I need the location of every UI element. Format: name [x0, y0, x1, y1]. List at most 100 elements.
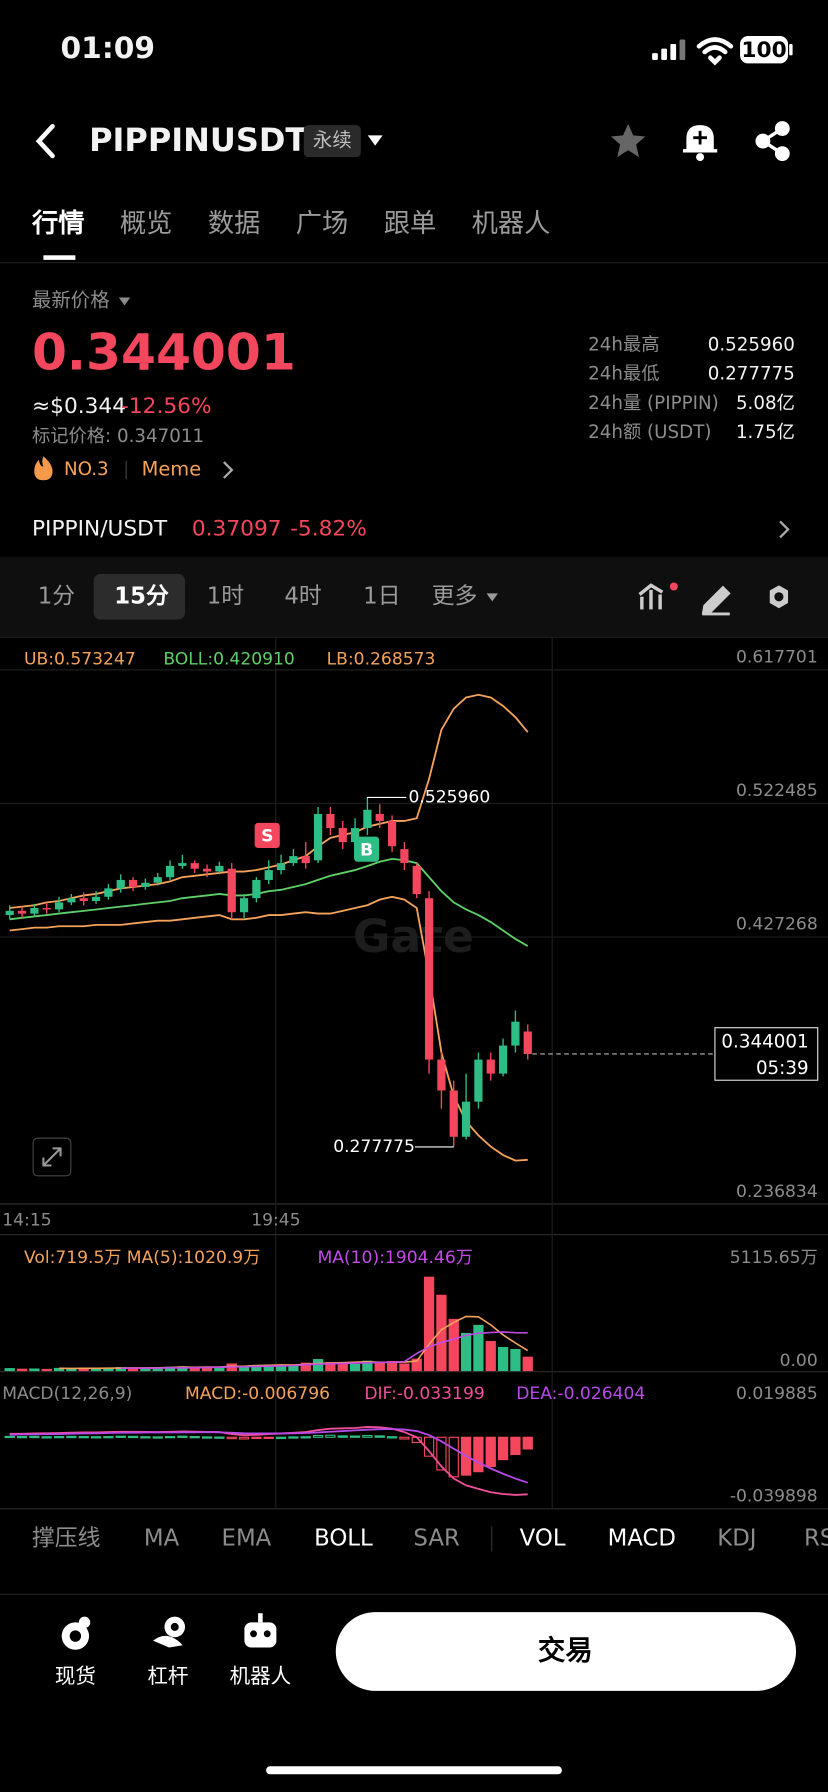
volume-bar	[374, 1361, 385, 1372]
candle-body	[178, 863, 187, 866]
candle-body	[350, 828, 360, 843]
mark-price: 标记价格: 0.347011	[32, 426, 204, 447]
stat-value: 5.08亿	[736, 393, 795, 414]
volume-bar	[4, 1368, 15, 1372]
favorite-button[interactable]	[611, 123, 646, 158]
last-price: 0.344001	[32, 322, 296, 381]
battery-icon	[740, 36, 789, 64]
y-tick-label: 0.617701	[736, 647, 818, 667]
nav-label[interactable]: 杠杆	[147, 1664, 188, 1688]
battery-level: 100	[741, 38, 786, 63]
macd-bar	[127, 1435, 139, 1439]
stat-label: 24h最低	[588, 364, 659, 385]
chart-settings-icon[interactable]	[769, 585, 789, 609]
volume-bar	[300, 1362, 311, 1372]
alert-button[interactable]	[682, 125, 718, 162]
volume-bar	[115, 1367, 126, 1372]
candle-body	[511, 1021, 520, 1046]
indicator-settings-icon[interactable]	[638, 583, 664, 610]
back-button[interactable]	[35, 123, 55, 159]
margin-icon[interactable]	[153, 1616, 186, 1648]
stat-label: 24h量 (PIPPIN)	[588, 393, 719, 414]
interval[interactable]: 1分	[38, 583, 75, 609]
macd-bar	[522, 1436, 533, 1450]
candle-body	[276, 863, 286, 871]
interval-selected-bg	[93, 573, 186, 620]
indicator-tab[interactable]: RSI	[804, 1525, 828, 1551]
share-button[interactable]	[755, 121, 790, 162]
hot-icon	[34, 456, 53, 481]
candle-body	[424, 898, 434, 1060]
macd-bar	[473, 1436, 484, 1473]
candle-body	[104, 888, 113, 897]
candle-body	[326, 813, 335, 829]
candle-body	[67, 898, 76, 903]
volume-bar	[251, 1365, 262, 1372]
more-dropdown[interactable]	[486, 593, 498, 602]
volume-bar	[16, 1368, 28, 1372]
trade-button[interactable]: 交易	[538, 1635, 593, 1667]
indicator-tab[interactable]: KDJ	[717, 1525, 756, 1551]
trade-button-bg[interactable]	[335, 1612, 797, 1691]
fullscreen-button[interactable]	[32, 1137, 72, 1177]
legend-entry: MACD(12,26,9)	[2, 1384, 132, 1404]
indicator-tab[interactable]: BOLL	[314, 1525, 373, 1551]
candle-body	[5, 910, 14, 916]
draw-tool-icon[interactable]	[701, 585, 731, 616]
indicator-tab[interactable]: EMA	[222, 1525, 272, 1551]
macd-bar	[436, 1436, 447, 1471]
volume-bar	[436, 1294, 447, 1372]
indicator-tab[interactable]: SAR	[413, 1525, 460, 1551]
tab[interactable]: 机器人	[472, 209, 551, 239]
sector-tag[interactable]: Meme	[142, 458, 202, 481]
tab[interactable]: 行情	[31, 208, 85, 239]
interval[interactable]: 1日	[363, 583, 400, 609]
macd-bar	[90, 1436, 102, 1439]
macd-bar	[140, 1436, 151, 1439]
candle-body	[252, 879, 261, 899]
interval[interactable]: 15分	[114, 583, 169, 609]
interval[interactable]: 1时	[207, 583, 244, 609]
volume-bar	[41, 1368, 52, 1372]
price-dropdown[interactable]	[118, 297, 131, 306]
chart-border	[0, 1371, 828, 1373]
y-tick-label: 5115.65万	[730, 1248, 818, 1268]
macd-bar	[164, 1436, 176, 1439]
tab[interactable]: 概览	[120, 209, 172, 239]
indicator-tab[interactable]: MACD	[608, 1525, 676, 1551]
volume-bar	[473, 1324, 484, 1372]
legend-entry: LB:0.268573	[327, 650, 436, 670]
interval[interactable]: 更多	[432, 583, 478, 609]
last-price-label: 0.344001	[721, 1032, 808, 1053]
high-pointer	[366, 796, 407, 799]
tab[interactable]: 广场	[296, 209, 349, 239]
indicator-tab[interactable]: VOL	[520, 1525, 566, 1551]
symbol-dropdown[interactable]	[367, 135, 383, 146]
pair-change: -5.82%	[290, 516, 367, 541]
macd-bar	[4, 1435, 15, 1439]
macd-bar	[374, 1435, 385, 1438]
stat-label: 24h额 (USDT)	[588, 422, 711, 443]
indicator-tab[interactable]: MA	[144, 1525, 180, 1551]
nav-label[interactable]: 现货	[55, 1664, 96, 1688]
spot-icon[interactable]	[61, 1616, 91, 1650]
nav-label[interactable]: 机器人	[230, 1664, 292, 1688]
countdown: 05:39	[756, 1058, 809, 1079]
macd-bar	[349, 1435, 361, 1438]
pair-name[interactable]: PIPPIN/USDT	[32, 516, 168, 541]
chart-border	[0, 636, 828, 638]
signal-icon	[652, 39, 686, 61]
volume-ma-line	[120, 1331, 528, 1370]
bot-icon[interactable]	[244, 1613, 277, 1648]
candle-body	[116, 879, 125, 889]
tab[interactable]: 跟单	[384, 209, 437, 239]
pair-chevron[interactable]	[779, 520, 790, 539]
tab[interactable]: 数据	[208, 209, 261, 239]
interval[interactable]: 4时	[284, 583, 321, 609]
candle-body	[141, 882, 150, 887]
chart-border	[0, 1508, 828, 1510]
candle-body	[54, 902, 64, 910]
volume-bar	[201, 1367, 213, 1372]
indicator-tab[interactable]: 撑压线	[32, 1525, 100, 1551]
